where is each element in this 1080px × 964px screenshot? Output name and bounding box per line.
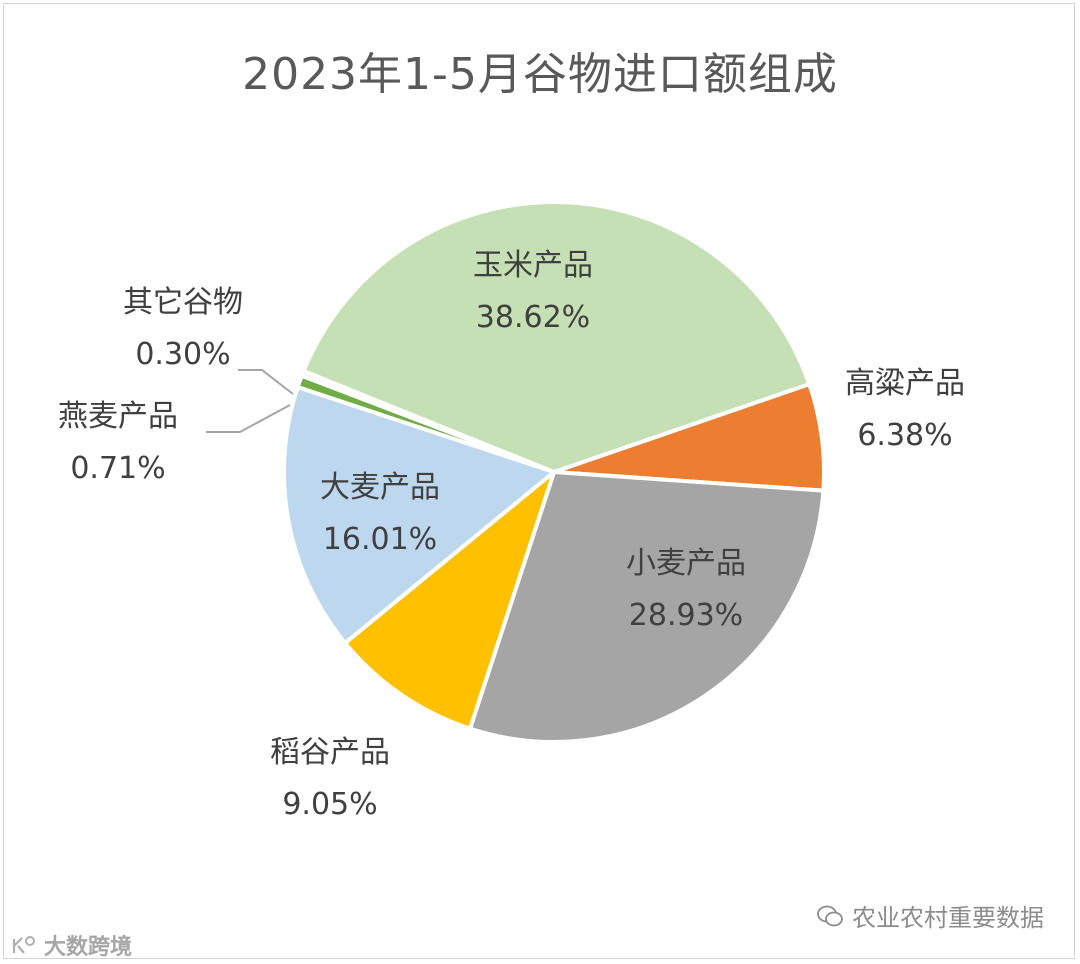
watermark-left-text: 大数跨境 xyxy=(44,935,133,960)
pie-slice xyxy=(301,200,812,474)
slice-value-label: 6.38% xyxy=(857,418,952,453)
watermark-right: 农业农村重要数据 xyxy=(816,898,1044,933)
slice-name-label: 稻谷产品 xyxy=(270,735,390,770)
slice-value-label: 28.93% xyxy=(629,598,743,633)
leader-line xyxy=(238,369,294,395)
brand-logo-icon xyxy=(12,936,35,954)
slice-name-label: 其它谷物 xyxy=(123,285,243,320)
slice-name-label: 玉米产品 xyxy=(473,248,593,283)
leader-line xyxy=(206,404,291,433)
slice-name-label: 大麦产品 xyxy=(320,470,440,505)
wechat-icon xyxy=(817,905,843,926)
watermark-left: 大数跨境 xyxy=(10,929,132,961)
slice-name-label: 高粱产品 xyxy=(845,366,965,401)
watermark-right-text: 农业农村重要数据 xyxy=(852,904,1044,932)
slice-value-label: 0.30% xyxy=(135,337,230,372)
pie-slice xyxy=(468,470,826,744)
slice-value-label: 38.62% xyxy=(476,300,590,335)
slice-value-label: 16.01% xyxy=(323,522,437,557)
slice-name-label: 燕麦产品 xyxy=(58,399,178,434)
slice-value-label: 0.71% xyxy=(70,451,165,486)
slice-value-label: 9.05% xyxy=(282,787,377,822)
slice-name-label: 小麦产品 xyxy=(626,546,746,581)
chart-title: 2023年1-5月谷物进口额组成 xyxy=(242,49,838,100)
pie-slice xyxy=(343,470,556,731)
